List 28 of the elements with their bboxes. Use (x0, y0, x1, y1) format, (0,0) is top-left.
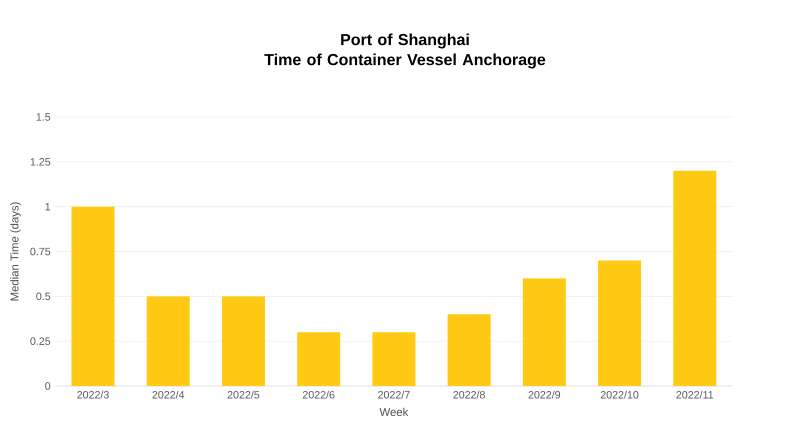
x-tick-label: 2022/3 (77, 390, 109, 399)
x-tick-label: 2022/10 (600, 390, 638, 399)
chart-title: Port of Shanghai Time of Container Vessel Anchorage (264, 34, 546, 68)
bar (297, 332, 340, 386)
y-tick-label: 0.5 (36, 292, 50, 300)
bar (673, 170, 716, 386)
x-axis-title: Week (380, 408, 408, 416)
y-tick-label: 0 (45, 382, 50, 390)
x-tick-label: 2022/9 (528, 390, 560, 399)
x-tick-label: 2022/8 (453, 390, 485, 399)
y-axis-title: Median Time (days) (10, 202, 21, 300)
bar (146, 296, 190, 386)
bar (372, 332, 416, 386)
y-tick-label: 0.25 (30, 337, 50, 345)
x-tick-label: 2022/7 (378, 390, 410, 399)
y-tick-label: 1.5 (36, 113, 50, 121)
x-tick-label: 2022/6 (302, 390, 334, 399)
x-tick-label: 2022/4 (152, 390, 184, 399)
y-tick-label: 1.25 (30, 158, 50, 166)
bar (598, 260, 642, 386)
x-tick-label: 2022/11 (676, 390, 714, 399)
bar (522, 278, 566, 386)
x-tick-label: 2022/5 (228, 390, 260, 399)
bar (222, 296, 265, 386)
bar (72, 206, 114, 386)
y-tick-label: 1 (46, 202, 50, 210)
bar (448, 314, 491, 386)
y-tick-label: 0.75 (30, 248, 50, 256)
